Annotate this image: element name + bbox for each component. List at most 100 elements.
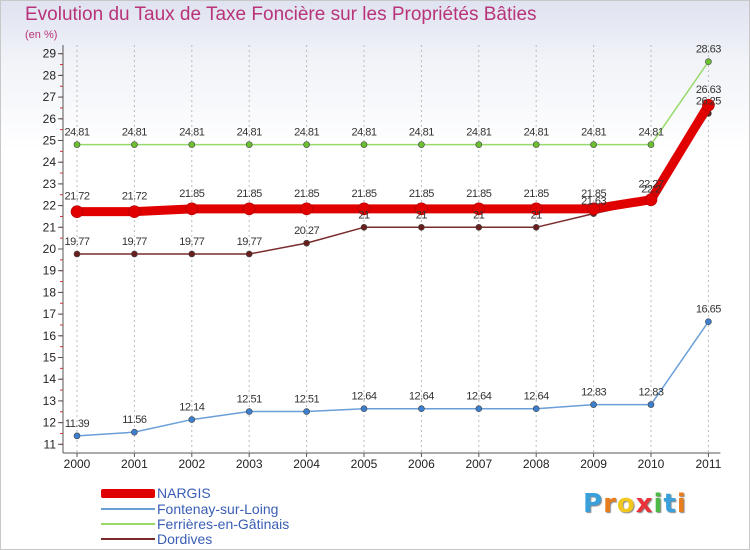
x-tick-label: 2000 (64, 457, 91, 471)
y-tick-label: 17 (43, 307, 57, 321)
data-point-nargis (300, 202, 313, 216)
data-point-ferrieres-en-gatinais (705, 58, 712, 66)
y-tick-label: 11 (44, 437, 57, 451)
data-point-fontenay-sur-loing (590, 401, 597, 408)
data-label-nargis: 21.72 (64, 191, 89, 203)
series-group (70, 58, 715, 440)
data-point-dordives (245, 250, 253, 258)
logo-letter: i (676, 489, 687, 519)
data-label-nargis: 21.85 (409, 188, 434, 200)
legend-swatch (101, 523, 155, 525)
x-tick-label: 2009 (580, 457, 607, 471)
legend-item-nargis[interactable]: NARGIS (101, 485, 211, 501)
data-label-dordives: 20.27 (294, 225, 319, 237)
data-point-nargis (644, 193, 658, 207)
data-point-nargis (128, 205, 141, 218)
x-tick-label: 2006 (408, 457, 435, 471)
legend-item-dordives[interactable]: Dordives (101, 531, 212, 547)
data-label-fontenay-sur-loing: 12.14 (179, 402, 204, 414)
logo-letter: o (616, 489, 636, 519)
data-point-nargis (357, 202, 371, 216)
logo-letter: x (635, 489, 654, 519)
series-line-nargis (72, 100, 713, 217)
data-point-fontenay-sur-loing (188, 416, 196, 423)
data-point-fontenay-sur-loing (303, 408, 310, 415)
data-point-fontenay-sur-loing (705, 318, 712, 326)
data-point-ferrieres-en-gatinais (303, 141, 310, 148)
data-label-nargis: 21.85 (294, 188, 319, 200)
axes: 11 12 13 14 15 16 17 18 19 20 21 22 23 24 25 26 27 28 29 20… (43, 45, 722, 471)
x-tick-label: 2004 (293, 457, 320, 471)
data-label-ferrieres-en-gatinais: 24.81 (409, 127, 434, 139)
data-label-ferrieres-en-gatinais: 24.81 (294, 127, 319, 139)
data-point-nargis (587, 202, 600, 216)
data-point-ferrieres-en-gatinais (245, 141, 253, 148)
data-label-ferrieres-en-gatinais: 24.81 (638, 127, 663, 139)
legend-item-fontenay-sur-loing[interactable]: Fontenay-sur-Loing (101, 501, 278, 517)
data-label-nargis: 21.85 (351, 188, 376, 200)
data-point-fontenay-sur-loing (360, 405, 368, 413)
data-label-dordives: 19.77 (122, 236, 147, 248)
data-point-ferrieres-en-gatinais (647, 141, 655, 148)
data-point-nargis (472, 202, 486, 216)
data-point-fontenay-sur-loing (73, 432, 81, 440)
data-point-ferrieres-en-gatinais (475, 141, 483, 148)
data-label-nargis: 22.27 (638, 179, 663, 191)
data-point-ferrieres-en-gatinais (418, 141, 425, 148)
data-point-fontenay-sur-loing (131, 428, 138, 436)
data-point-nargis (242, 202, 256, 216)
data-label-fontenay-sur-loing: 11.39 (65, 418, 90, 430)
legend-item-ferrieres-en-gatinais[interactable]: Ferrières-en-Gâtinais (101, 516, 289, 532)
data-label-dordives: 19.77 (237, 236, 262, 248)
data-label-ferrieres-en-gatinais: 24.81 (581, 127, 606, 139)
x-tick-label: 2008 (523, 457, 550, 471)
data-label-fontenay-sur-loing: 16.65 (696, 304, 721, 316)
data-label-nargis: 21.85 (581, 188, 606, 200)
data-label-fontenay-sur-loing: 12.64 (351, 391, 376, 403)
data-point-nargis (185, 202, 199, 216)
data-label-ferrieres-en-gatinais: 24.81 (122, 127, 147, 139)
x-tick-label: 2007 (465, 457, 492, 471)
y-tick-label: 24 (43, 155, 57, 169)
legend-label: NARGIS (157, 485, 211, 501)
data-point-nargis (702, 98, 715, 112)
data-label-fontenay-sur-loing: 11.56 (122, 414, 147, 426)
data-point-ferrieres-en-gatinais (131, 141, 138, 148)
data-point-nargis (415, 202, 428, 216)
data-point-fontenay-sur-loing (647, 401, 655, 408)
x-tick-label: 2002 (178, 457, 205, 471)
y-tick-label: 12 (43, 416, 57, 430)
data-label-fontenay-sur-loing: 12.51 (294, 394, 319, 406)
data-point-dordives (131, 250, 138, 258)
data-point-ferrieres-en-gatinais (73, 141, 81, 148)
data-point-dordives (532, 223, 540, 231)
data-point-dordives (303, 239, 310, 247)
series-line-fontenay-sur-loing (76, 320, 710, 437)
data-label-ferrieres-en-gatinais: 24.81 (524, 127, 549, 139)
logo-letter: P (583, 489, 604, 519)
data-label-dordives: 19.77 (64, 236, 89, 248)
legend-swatch (101, 538, 155, 540)
data-label-fontenay-sur-loing: 12.64 (524, 391, 549, 403)
data-label-fontenay-sur-loing: 12.64 (409, 391, 434, 403)
chart-title: Evolution du Taux de Taxe Foncière sur l… (25, 4, 537, 25)
data-label-fontenay-sur-loing: 12.64 (466, 391, 491, 403)
series-line-dordives (76, 112, 710, 255)
data-label-dordives: 21 (473, 209, 485, 221)
x-tick-label: 2001 (121, 457, 148, 471)
series-line-ferrieres-en-gatinais (76, 60, 710, 146)
legend-swatch (101, 508, 155, 510)
data-point-dordives (73, 250, 81, 258)
data-label-nargis: 21.85 (237, 188, 262, 200)
grid (76, 45, 709, 453)
data-label-dordives: 21.63 (581, 196, 606, 208)
x-tick-label: 2003 (236, 457, 263, 471)
y-tick-label: 13 (43, 394, 57, 408)
data-point-ferrieres-en-gatinais (360, 141, 368, 148)
data-point-fontenay-sur-loing (475, 405, 483, 413)
data-label-ferrieres-en-gatinais: 24.81 (179, 127, 204, 139)
data-label-ferrieres-en-gatinais: 24.81 (466, 127, 491, 139)
y-axis-unit: (en %) (25, 29, 58, 41)
y-tick-label: 29 (43, 47, 57, 61)
